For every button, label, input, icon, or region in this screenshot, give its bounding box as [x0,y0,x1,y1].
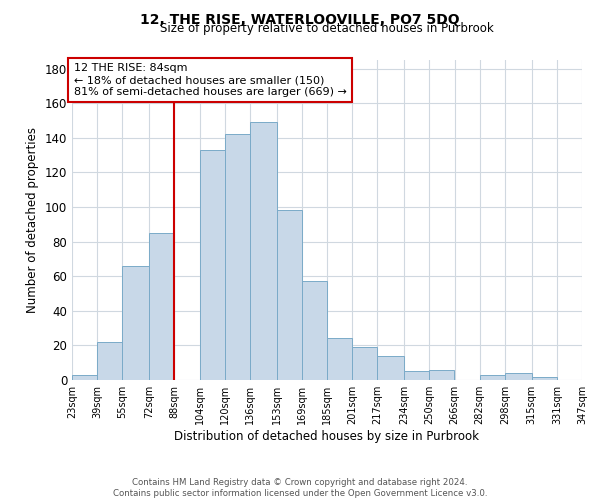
Bar [224,134,250,380]
Bar [479,375,505,380]
Bar [72,375,97,380]
Y-axis label: Number of detached properties: Number of detached properties [26,127,39,313]
X-axis label: Distribution of detached houses by size in Purbrook: Distribution of detached houses by size … [175,430,479,443]
Bar [327,338,352,380]
Bar [149,233,175,380]
Bar [277,210,302,380]
Bar [122,266,149,380]
Bar [582,378,600,380]
Bar [352,347,377,380]
Title: Size of property relative to detached houses in Purbrook: Size of property relative to detached ho… [160,22,494,35]
Text: Contains HM Land Registry data © Crown copyright and database right 2024.
Contai: Contains HM Land Registry data © Crown c… [113,478,487,498]
Bar [377,356,404,380]
Bar [532,376,557,380]
Text: 12 THE RISE: 84sqm
← 18% of detached houses are smaller (150)
81% of semi-detach: 12 THE RISE: 84sqm ← 18% of detached hou… [74,64,346,96]
Bar [302,282,327,380]
Bar [97,342,122,380]
Bar [430,370,455,380]
Text: 12, THE RISE, WATERLOOVILLE, PO7 5DQ: 12, THE RISE, WATERLOOVILLE, PO7 5DQ [140,12,460,26]
Bar [250,122,277,380]
Bar [505,373,532,380]
Bar [404,372,430,380]
Bar [199,150,224,380]
